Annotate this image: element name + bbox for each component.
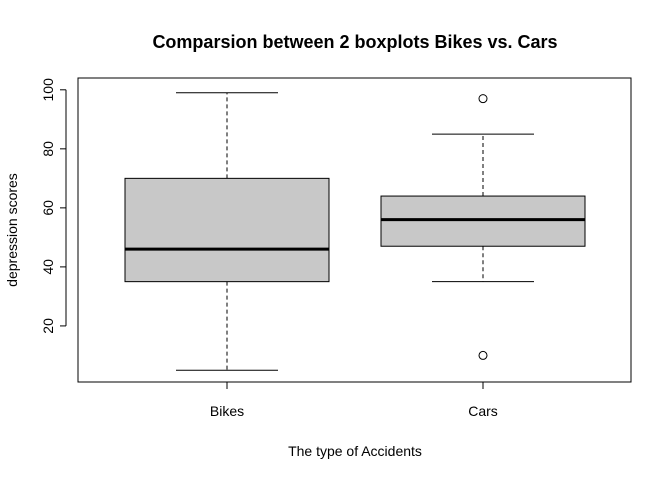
x-axis-label: The type of Accidents bbox=[288, 443, 422, 459]
x-tick-label: Bikes bbox=[210, 403, 244, 419]
x-tick-label: Cars bbox=[468, 403, 498, 419]
box-bikes bbox=[124, 92, 330, 371]
iqr-box bbox=[124, 177, 330, 283]
y-axis-label: depression scores bbox=[4, 173, 20, 287]
chart-title: Comparsion between 2 boxplots Bikes vs. … bbox=[152, 32, 557, 52]
boxes bbox=[124, 92, 586, 371]
y-tick-label: 100 bbox=[40, 78, 56, 102]
y-tick-label: 80 bbox=[40, 141, 56, 157]
y-axis: 20 40 60 80 100 bbox=[40, 78, 67, 334]
outlier-point bbox=[478, 94, 488, 104]
y-tick-label: 40 bbox=[40, 259, 56, 275]
x-axis: Bikes Cars bbox=[210, 381, 498, 419]
outlier-point bbox=[478, 350, 488, 360]
y-tick-label: 60 bbox=[40, 200, 56, 216]
box-cars bbox=[380, 94, 586, 360]
y-tick-label: 20 bbox=[40, 318, 56, 334]
